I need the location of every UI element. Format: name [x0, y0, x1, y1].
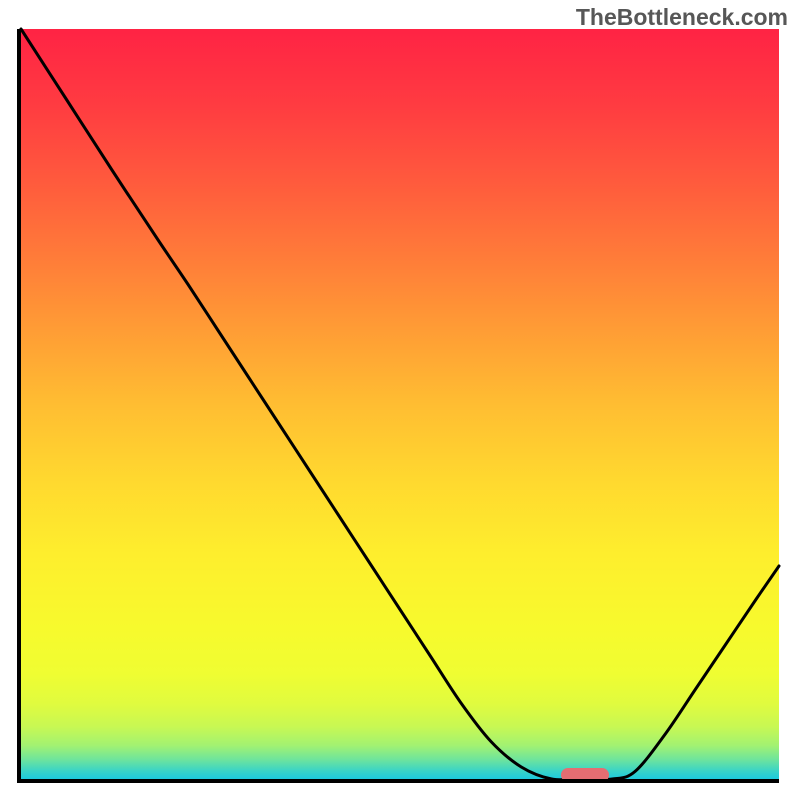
y-axis	[17, 29, 21, 783]
chart-container: TheBottleneck.com	[0, 0, 800, 800]
plot-area	[21, 29, 779, 779]
bottleneck-curve	[21, 29, 779, 779]
watermark-text: TheBottleneck.com	[576, 4, 788, 31]
x-axis	[17, 779, 779, 783]
